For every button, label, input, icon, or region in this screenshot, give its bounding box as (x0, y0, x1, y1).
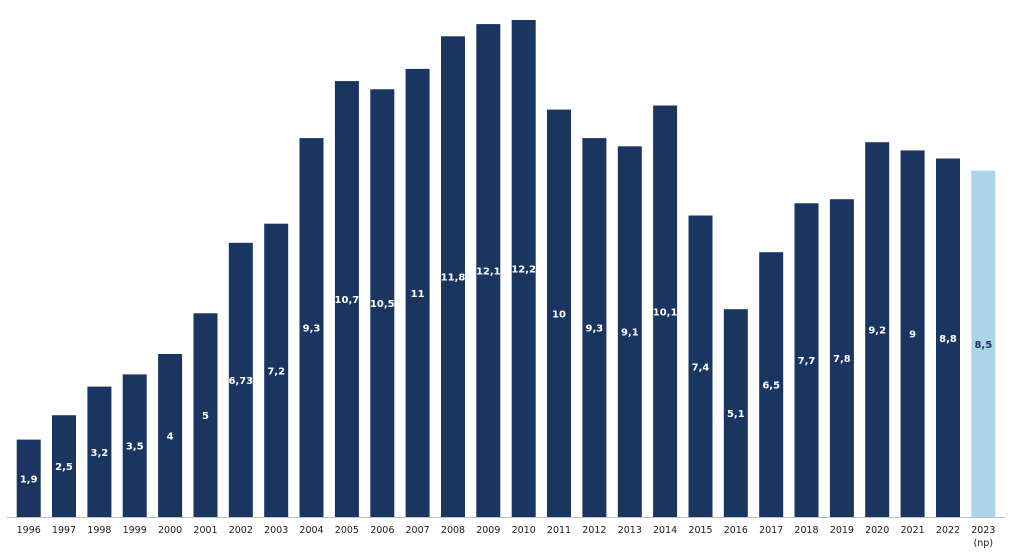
x-tick-label-2008: 2008 (441, 525, 465, 536)
bar-2007 (405, 68, 430, 518)
data-label-2022: 8,8 (939, 334, 957, 345)
bar-2000 (158, 354, 183, 517)
x-tick-label-2003: 2003 (264, 525, 288, 536)
bar-2009 (476, 24, 501, 517)
bar-1997 (52, 415, 76, 517)
data-label-2020: 9,2 (868, 326, 886, 337)
bar-2014 (653, 105, 678, 517)
data-label-2014: 10,1 (653, 307, 678, 318)
data-label-2007: 11 (411, 289, 425, 300)
data-label-2003: 7,2 (267, 366, 285, 377)
bar-2011 (547, 109, 571, 517)
bar-2005 (334, 81, 359, 517)
data-label-2019: 7,8 (833, 354, 851, 365)
x-tick-label-2013: 2013 (618, 525, 642, 536)
bar-2019 (829, 199, 854, 517)
bar-2002 (228, 242, 253, 518)
data-label-2016: 5,1 (727, 409, 745, 420)
x-tick-label-2011: 2011 (547, 525, 571, 536)
data-label-1999: 3,5 (126, 442, 144, 453)
x-tick-label-2018: 2018 (794, 525, 818, 536)
data-label-2012: 9,3 (586, 324, 604, 335)
bar-2001 (193, 313, 218, 517)
data-label-1998: 3,2 (91, 448, 109, 459)
x-tick-label-2014: 2014 (653, 525, 677, 536)
x-tick-label-2019: 2019 (830, 525, 854, 536)
x-tick-label-2010: 2010 (512, 525, 536, 536)
bar-2004 (299, 138, 324, 517)
bar-2010 (511, 20, 536, 517)
bar-2012 (582, 138, 607, 517)
x-tick-labels-group: 1996 1997 1998 1999 2000 2001 2002 2003 2004 2005… (17, 525, 996, 549)
bar-2013 (617, 146, 642, 518)
x-tick-label-2016: 2016 (724, 525, 748, 536)
bar-2018 (794, 203, 819, 518)
x-tick-label-2006: 2006 (370, 525, 394, 536)
data-label-2009: 12,1 (476, 267, 501, 278)
x-tick-sublabel-2023: (np) (974, 538, 993, 549)
data-label-2018: 7,7 (798, 356, 816, 367)
x-tick-label-2000: 2000 (158, 525, 182, 536)
data-label-2011: 10 (552, 309, 566, 320)
bar-2006 (370, 89, 395, 518)
x-tick-label-2005: 2005 (335, 525, 359, 536)
data-label-2002: 6,73 (228, 376, 253, 387)
bar-2016 (723, 309, 748, 517)
bar-2021 (900, 150, 925, 517)
data-label-2013: 9,1 (621, 328, 639, 339)
data-label-1997: 2,5 (55, 462, 73, 473)
x-tick-label-2012: 2012 (582, 525, 606, 536)
data-label-2015: 7,4 (692, 362, 710, 373)
x-tick-label-2015: 2015 (688, 525, 712, 536)
x-tick-label-2022: 2022 (936, 525, 960, 536)
x-tick-label-2004: 2004 (299, 525, 323, 536)
bar-2015 (688, 215, 713, 517)
x-tick-label-1996: 1996 (17, 525, 41, 536)
bar-1999 (122, 374, 147, 517)
data-label-2001: 5 (202, 411, 209, 422)
data-label-2010: 12,2 (511, 265, 536, 276)
data-label-2023: 8,5 (974, 340, 992, 351)
bar-2022 (936, 158, 960, 517)
x-tick-label-2023: 2023 (971, 525, 995, 536)
bar-2020 (865, 142, 890, 517)
bar-2008 (441, 36, 465, 518)
bar-2003 (264, 223, 289, 517)
x-tick-label-2002: 2002 (229, 525, 253, 536)
bar-1998 (87, 386, 112, 517)
data-labels-group: 1,9 2,5 3,2 3,5 4 5 6,73 7,2 9,3 10,7 10,5 11 11,8 12… (20, 265, 992, 486)
data-label-2006: 10,5 (370, 299, 395, 310)
x-tick-label-1997: 1997 (52, 525, 76, 536)
bar-2017 (759, 252, 784, 517)
data-label-1996: 1,9 (20, 474, 38, 485)
x-tick-label-2017: 2017 (759, 525, 783, 536)
bar-2023 (971, 170, 996, 517)
x-tick-label-2009: 2009 (476, 525, 500, 536)
data-label-2000: 4 (167, 432, 174, 443)
data-label-2005: 10,7 (335, 295, 360, 306)
data-label-2004: 9,3 (303, 324, 321, 335)
x-tick-label-2001: 2001 (193, 525, 217, 536)
x-tick-label-2020: 2020 (865, 525, 889, 536)
x-tick-label-1999: 1999 (123, 525, 147, 536)
bar-1996 (16, 439, 41, 517)
data-label-2017: 6,5 (762, 381, 780, 392)
x-tick-label-2021: 2021 (901, 525, 925, 536)
x-tick-label-2007: 2007 (406, 525, 430, 536)
data-label-2021: 9 (909, 330, 916, 341)
x-tick-label-1998: 1998 (87, 525, 111, 536)
data-label-2008: 11,8 (441, 273, 466, 284)
bars-group (16, 20, 996, 518)
